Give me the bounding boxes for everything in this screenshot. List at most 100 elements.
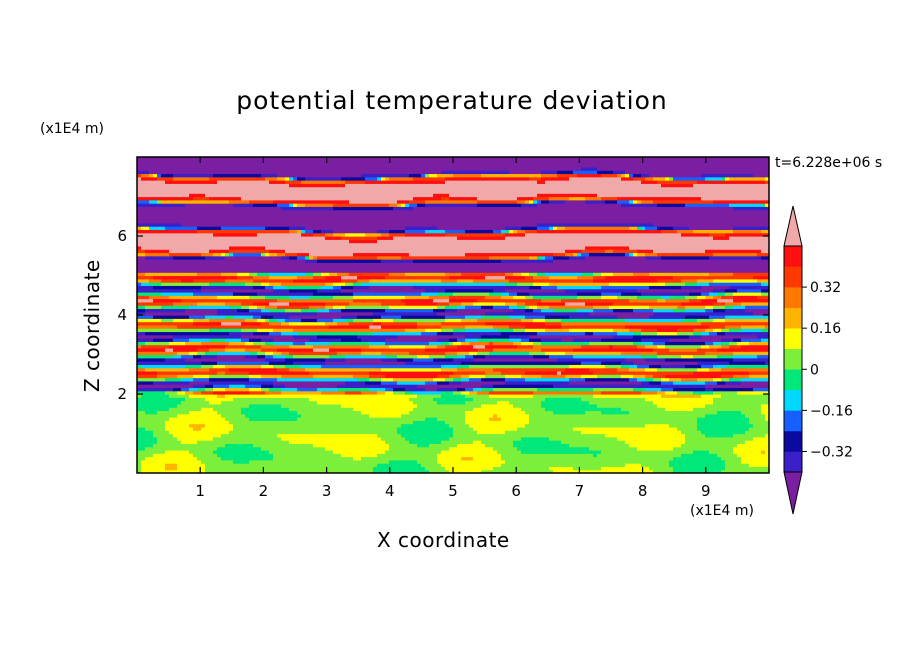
contour-cell <box>233 459 250 464</box>
contour-cell <box>745 430 769 435</box>
contour-cell <box>269 387 282 392</box>
contour-cell <box>733 272 769 277</box>
contour-cell <box>601 449 694 454</box>
contour-cell <box>301 229 306 234</box>
contour-cell <box>453 426 474 431</box>
contour-cell <box>701 298 718 303</box>
contour-cell <box>305 226 406 231</box>
contour-cell <box>493 288 506 293</box>
contour-cell <box>665 390 678 395</box>
contour-cell <box>205 384 214 389</box>
contour-cell <box>269 321 282 326</box>
contour-cell <box>545 180 642 184</box>
contour-cell <box>749 420 769 425</box>
contour-cell <box>377 453 438 458</box>
contour-cell <box>765 180 769 184</box>
contour-cell <box>761 410 769 415</box>
contour-cell <box>641 354 658 359</box>
contour-cell <box>437 338 450 342</box>
contour-cell <box>493 413 498 418</box>
contour-cell <box>285 384 338 389</box>
contour-cell <box>653 176 666 181</box>
contour-cell <box>697 295 706 300</box>
contour-cell <box>173 338 190 342</box>
contour-cell <box>309 255 314 260</box>
contour-cell <box>329 341 370 346</box>
contour-cell <box>401 413 466 418</box>
contour-cell <box>261 315 274 319</box>
contour-cell <box>281 255 290 260</box>
contour-cell <box>617 436 686 441</box>
z-unit-label: (x1E4 m) <box>40 121 104 137</box>
contour-cell <box>137 236 326 240</box>
contour-cell <box>589 252 626 257</box>
contour-cell <box>161 305 190 310</box>
contour-cell <box>529 285 542 290</box>
contour-cell <box>353 456 362 461</box>
contour-cell <box>649 364 662 369</box>
contour-cell <box>529 305 538 310</box>
contour-cell <box>401 203 406 207</box>
contour-cell <box>137 351 178 356</box>
contour-cell <box>549 354 574 359</box>
contour-cell <box>341 278 358 283</box>
contour-cell <box>509 315 526 319</box>
contour-cell <box>465 417 490 421</box>
contour-cell <box>213 449 270 454</box>
contour-cell <box>761 291 769 296</box>
contour-cell <box>421 291 438 296</box>
contour-cell <box>225 344 262 349</box>
contour-cell <box>633 176 646 181</box>
contour-cell <box>281 390 322 395</box>
contour-cell <box>233 291 258 296</box>
contour-cell <box>637 364 650 369</box>
contour-cell <box>597 166 769 171</box>
contour-cell <box>209 367 230 372</box>
contour-cell <box>289 321 326 326</box>
contour-cell <box>277 367 290 372</box>
contour-cell <box>533 199 538 204</box>
contour-cell <box>449 436 522 441</box>
colorbar-segment <box>784 369 802 391</box>
contour-cell <box>433 308 446 313</box>
contour-cell <box>445 288 494 293</box>
contour-cell <box>465 410 526 415</box>
contour-cell <box>537 331 586 336</box>
contour-cell <box>329 347 362 352</box>
contour-cell <box>349 272 390 277</box>
contour-cell <box>509 291 518 296</box>
contour-cell <box>217 295 250 300</box>
contour-cell <box>241 196 414 201</box>
contour-cell <box>657 278 682 283</box>
contour-cell <box>321 285 334 290</box>
contour-cell <box>677 305 686 310</box>
contour-cell <box>697 377 714 382</box>
contour-cell <box>281 403 342 408</box>
contour-cell <box>453 433 606 438</box>
contour-cell <box>153 380 190 385</box>
contour-cell <box>701 364 714 369</box>
contour-cell <box>469 390 478 395</box>
contour-cell <box>177 390 186 395</box>
contour-cell <box>697 347 718 352</box>
contour-cell <box>277 305 310 310</box>
contour-cell <box>201 288 274 293</box>
contour-cell <box>185 390 194 395</box>
contour-cell <box>141 176 158 181</box>
contour-cell <box>729 236 769 240</box>
contour-cell <box>137 222 182 227</box>
contour-cell <box>509 334 530 339</box>
contour-cell <box>365 380 382 385</box>
contour-cell <box>141 173 150 178</box>
contour-cell <box>185 308 218 313</box>
contour-cell <box>137 170 150 175</box>
contour-cell <box>137 341 146 346</box>
contour-cell <box>177 466 206 471</box>
contour-cell <box>541 403 598 408</box>
contour-cell <box>389 272 406 277</box>
contour-cell <box>341 308 386 313</box>
contour-cell <box>529 413 706 418</box>
contour-cell <box>269 318 278 323</box>
contour-cell <box>145 456 198 461</box>
contour-cell <box>489 255 530 260</box>
